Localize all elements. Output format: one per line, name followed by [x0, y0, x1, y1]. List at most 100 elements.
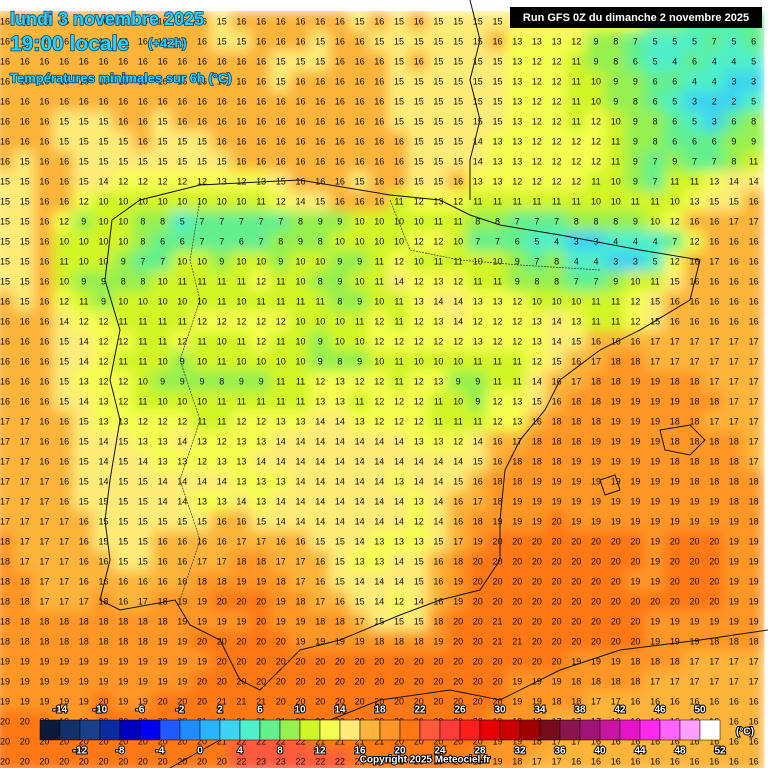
- temperature-value: 17: [217, 556, 227, 566]
- temperature-value: 16: [709, 696, 719, 706]
- temperature-value: 20: [670, 576, 680, 586]
- temperature-cell: [112, 251, 135, 273]
- temperature-cell: [526, 131, 548, 153]
- temperature-value: 20: [630, 536, 640, 546]
- temperature-value: 15: [276, 56, 286, 66]
- temperature-cell: [329, 251, 351, 273]
- temperature-value: 20: [709, 596, 719, 606]
- temperature-value: 12: [217, 316, 227, 326]
- temperature-cell: [526, 31, 548, 53]
- temperature-cell: [151, 311, 174, 333]
- copyright: Copyright 2025 Meteociel.fr: [360, 755, 491, 766]
- temperature-value: 18: [591, 676, 601, 686]
- temperature-value: 12: [571, 156, 581, 166]
- temperature-cell: [703, 91, 726, 113]
- temperature-cell: [33, 191, 56, 213]
- temperature-value: 12: [512, 296, 522, 306]
- temperature-cell: [53, 351, 75, 373]
- temperature-cell: [210, 351, 233, 373]
- temperature-value: 19: [177, 596, 187, 606]
- temperature-value: 17: [20, 436, 30, 446]
- temperature-cell: [604, 151, 627, 173]
- temperature-value: 7: [259, 236, 264, 246]
- temperature-cell: [703, 31, 726, 53]
- temperature-value: 9: [633, 76, 638, 86]
- temperature-cell: [447, 71, 469, 93]
- temperature-value: 20: [650, 596, 660, 606]
- temperature-value: 18: [276, 576, 286, 586]
- temperature-cell: [703, 71, 726, 93]
- temperature-cell: [683, 131, 706, 153]
- temperature-value: 14: [335, 416, 345, 426]
- temperature-cell: [191, 111, 213, 133]
- temperature-value: 16: [374, 116, 384, 126]
- temperature-value: 9: [81, 276, 86, 286]
- temperature-value: 16: [177, 116, 187, 126]
- temperature-value: 3: [692, 96, 697, 106]
- temperature-value: 18: [20, 596, 30, 606]
- temperature-value: 11: [572, 76, 581, 86]
- temperature-value: 18: [709, 456, 719, 466]
- temperature-value: 23: [256, 756, 266, 766]
- temperature-value: 15: [453, 76, 463, 86]
- temperature-value: 16: [315, 76, 325, 86]
- temperature-value: 10: [591, 196, 601, 206]
- temperature-value: 15: [433, 56, 443, 66]
- temperature-value: 12: [532, 356, 542, 366]
- temperature-value: 14: [355, 496, 365, 506]
- temperature-cell: [506, 131, 529, 153]
- temperature-value: 16: [709, 316, 719, 326]
- temperature-value: 16: [374, 76, 384, 86]
- temperature-value: 15: [315, 536, 325, 546]
- temperature-cell: [33, 31, 56, 53]
- temperature-cell: [112, 291, 135, 313]
- temperature-value: 11: [532, 196, 541, 206]
- temperature-value: 15: [177, 156, 187, 166]
- temperature-value: 16: [335, 176, 345, 186]
- temperature-value: 20: [689, 596, 699, 606]
- temperature-value: 16: [39, 296, 49, 306]
- temperature-value: 16: [453, 496, 463, 506]
- temperature-value: 15: [217, 16, 227, 26]
- temperature-value: 15: [217, 156, 227, 166]
- temperature-value: 16: [709, 756, 719, 766]
- legend-swatch: [79, 719, 101, 741]
- temperature-cell: [683, 251, 706, 273]
- temperature-value: 9: [239, 376, 244, 386]
- temperature-value: 20: [158, 696, 168, 706]
- temperature-value: 16: [394, 176, 404, 186]
- temperature-value: 15: [20, 196, 30, 206]
- legend-swatch: [599, 719, 621, 741]
- temperature-cell: [723, 51, 745, 73]
- temperature-value: 20: [591, 596, 601, 606]
- temperature-cell: [506, 71, 529, 93]
- temperature-value: 10: [374, 356, 384, 366]
- temperature-cell: [723, 191, 745, 213]
- temperature-value: 18: [138, 636, 148, 646]
- temperature-value: 18: [552, 696, 562, 706]
- temperature-value: 14: [552, 336, 562, 346]
- temperature-value: 20: [276, 696, 286, 706]
- temperature-cell: [230, 331, 253, 353]
- temperature-value: 20: [453, 656, 463, 666]
- temperature-cell: [13, 51, 36, 73]
- temperature-value: 12: [492, 336, 502, 346]
- temperature-value: 9: [456, 376, 461, 386]
- legend-label: 14: [334, 705, 346, 716]
- temperature-cell: [742, 271, 765, 293]
- temperature-cell: [585, 331, 607, 353]
- temperature-value: 15: [335, 536, 345, 546]
- temperature-value: 16: [611, 336, 621, 346]
- temperature-value: 11: [237, 336, 246, 346]
- temperature-cell: [466, 111, 489, 133]
- temperature-value: 16: [433, 596, 443, 606]
- legend-label: 36: [554, 746, 566, 757]
- temperature-value: 18: [670, 656, 680, 666]
- temperature-value: 20: [571, 556, 581, 566]
- temperature-value: 17: [749, 396, 759, 406]
- temperature-cell: [329, 331, 351, 353]
- temperature-value: 16: [0, 376, 10, 386]
- temperature-value: 11: [572, 116, 581, 126]
- temperature-cell: [506, 251, 529, 273]
- temperature-value: 15: [492, 76, 502, 86]
